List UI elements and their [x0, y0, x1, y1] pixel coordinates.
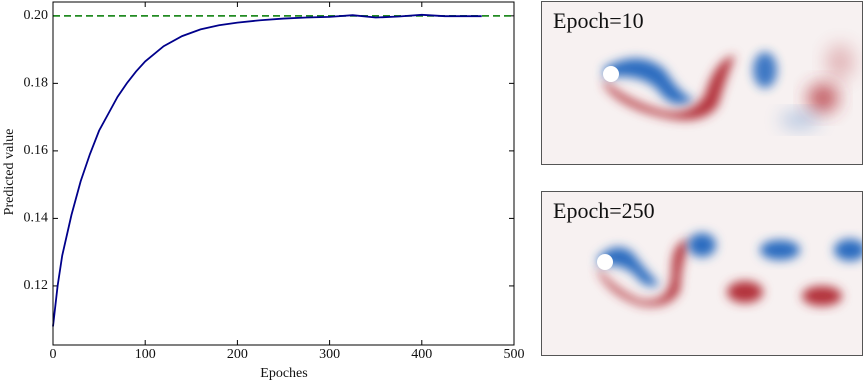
- data-line: [52, 13, 482, 327]
- y-tick-label: 0.12: [24, 278, 49, 293]
- x-tick-label: 500: [504, 347, 525, 362]
- vorticity-field: [597, 233, 862, 306]
- x-tick-label: 200: [227, 347, 248, 362]
- x-tick-label: 0: [50, 347, 57, 362]
- y-tick-label: 0.16: [24, 143, 49, 158]
- plot-frame: [52, 1, 515, 346]
- y-tick-label: 0.14: [24, 211, 49, 226]
- x-tick-label: 100: [135, 347, 156, 362]
- panel-frame: [541, 191, 863, 356]
- panel-label: Epoch=10: [553, 8, 644, 33]
- panel-frame: [541, 1, 863, 165]
- y-tick-label: 0.20: [24, 8, 49, 23]
- x-tick-label: 300: [319, 347, 340, 362]
- y-axis-label: Predicted value: [2, 129, 17, 216]
- x-axis-label: Epoches: [260, 366, 307, 381]
- y-tick-label: 0.18: [24, 76, 49, 91]
- panel-label: Epoch=250: [553, 198, 655, 223]
- x-tick-label: 400: [411, 347, 432, 362]
- flow-panel: Epoch=10: [541, 1, 863, 165]
- vorticity-field: [603, 44, 854, 128]
- flow-panel: Epoch=250: [541, 191, 863, 356]
